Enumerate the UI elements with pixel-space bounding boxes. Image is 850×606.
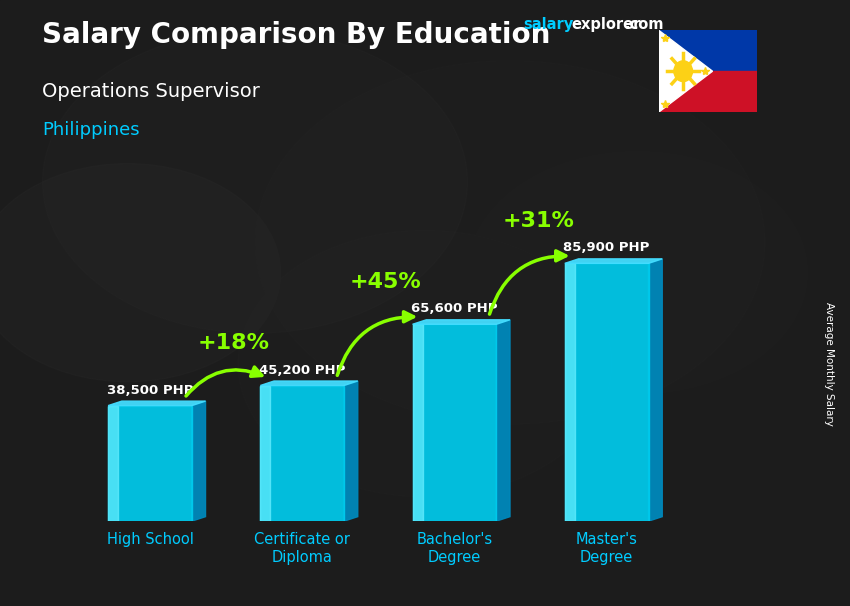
Circle shape — [468, 152, 808, 394]
Polygon shape — [649, 259, 662, 521]
Polygon shape — [564, 259, 662, 264]
Text: salary: salary — [523, 17, 573, 32]
Text: Operations Supervisor: Operations Supervisor — [42, 82, 260, 101]
Text: 45,200 PHP: 45,200 PHP — [259, 364, 345, 376]
Text: .com: .com — [625, 17, 664, 32]
Text: +45%: +45% — [350, 272, 422, 292]
Polygon shape — [659, 30, 712, 112]
Polygon shape — [108, 401, 206, 405]
Bar — [412, 324, 496, 521]
Text: Average Monthly Salary: Average Monthly Salary — [824, 302, 834, 425]
Polygon shape — [192, 401, 206, 521]
Bar — [659, 72, 756, 112]
Polygon shape — [260, 381, 358, 385]
Text: +31%: +31% — [502, 211, 574, 231]
Polygon shape — [344, 381, 358, 521]
Circle shape — [238, 230, 612, 497]
Bar — [412, 324, 422, 521]
Polygon shape — [412, 320, 510, 324]
Text: Salary Comparison By Education: Salary Comparison By Education — [42, 21, 551, 49]
Bar — [564, 264, 649, 521]
Bar — [260, 385, 270, 521]
Bar — [108, 405, 192, 521]
Bar — [108, 405, 118, 521]
Text: 65,600 PHP: 65,600 PHP — [411, 302, 498, 315]
Text: +18%: +18% — [198, 333, 269, 353]
Polygon shape — [496, 320, 510, 521]
Circle shape — [42, 30, 468, 333]
Bar — [260, 385, 344, 521]
Circle shape — [0, 164, 280, 382]
Bar — [659, 30, 756, 72]
Text: explorer: explorer — [571, 17, 641, 32]
Text: 38,500 PHP: 38,500 PHP — [107, 384, 193, 396]
Circle shape — [255, 61, 765, 424]
Text: 85,900 PHP: 85,900 PHP — [564, 241, 650, 255]
Circle shape — [674, 61, 693, 82]
Text: Philippines: Philippines — [42, 121, 140, 139]
Bar — [564, 264, 575, 521]
